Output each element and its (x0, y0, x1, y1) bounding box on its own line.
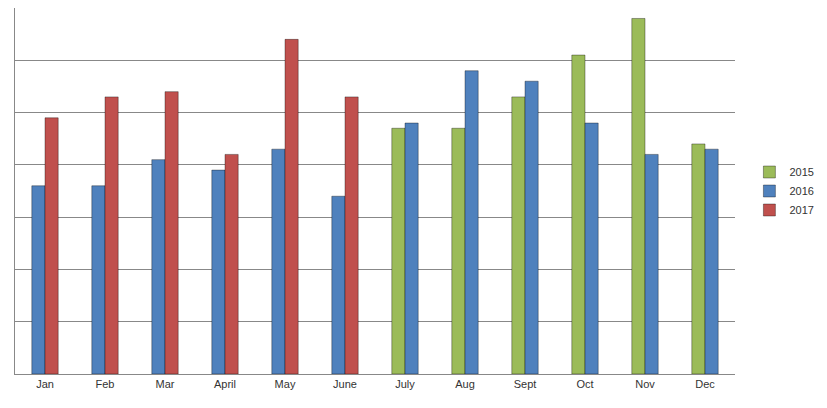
svg-text:June: June (333, 378, 357, 390)
svg-text:Aug: Aug (455, 378, 475, 390)
svg-text:2017: 2017 (789, 204, 813, 216)
svg-text:May: May (275, 378, 296, 390)
svg-text:Nov: Nov (635, 378, 655, 390)
svg-text:Sept: Sept (514, 378, 537, 390)
svg-text:April: April (214, 378, 236, 390)
svg-text:Dec: Dec (695, 378, 715, 390)
svg-text:Feb: Feb (96, 378, 115, 390)
svg-text:Oct: Oct (576, 378, 593, 390)
svg-text:2016: 2016 (789, 185, 813, 197)
svg-text:2015: 2015 (789, 166, 813, 178)
svg-text:Jan: Jan (36, 378, 54, 390)
svg-text:Mar: Mar (156, 378, 175, 390)
svg-text:July: July (395, 378, 415, 390)
